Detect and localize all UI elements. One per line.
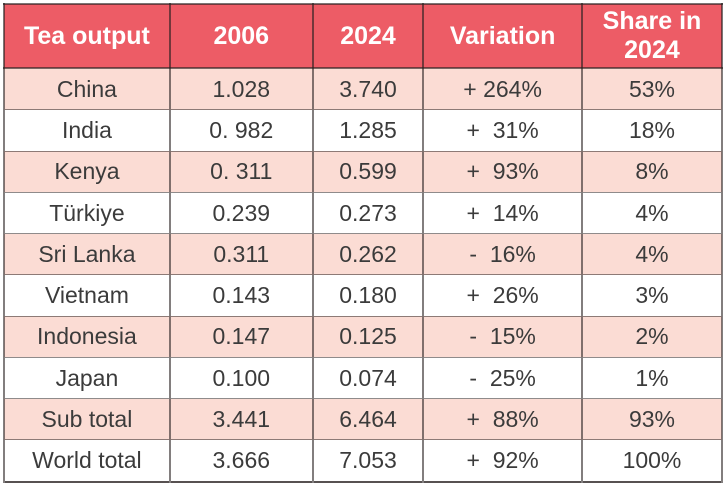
value-2024-cell: 7.053	[311, 439, 425, 483]
table-row: Indonesia 0.147 0.125 - 15% 2%	[3, 315, 724, 358]
value-2024-cell: 0.273	[311, 191, 425, 235]
column-header-variation: Variation	[422, 3, 583, 69]
table-row: Sub total 3.441 6.464 + 88% 93%	[3, 398, 724, 441]
table-row: World total 3.666 7.053 + 92% 100%	[3, 439, 724, 483]
share-2024-cell: 53%	[580, 67, 724, 111]
value-2006-cell: 0.147	[168, 315, 314, 358]
table-row: Türkiye 0.239 0.273 + 14% 4%	[3, 191, 724, 235]
country-cell: World total	[3, 439, 171, 483]
value-2006-cell: 0.100	[168, 356, 314, 400]
country-cell: Kenya	[3, 150, 171, 193]
table-row: India 0. 982 1.285 + 31% 18%	[3, 109, 724, 152]
country-cell: China	[3, 67, 171, 111]
header-row: Tea output 2006 2024 Variation Share in …	[3, 3, 724, 69]
value-2024-cell: 0.074	[311, 356, 425, 400]
value-2024-cell: 0.125	[311, 315, 425, 358]
value-2024-cell: 6.464	[311, 398, 425, 441]
country-cell: Türkiye	[3, 191, 171, 235]
variation-cell: + 31%	[422, 109, 583, 152]
column-header-share-in-2024: Share in 2024	[580, 3, 724, 69]
value-2006-cell: 0. 982	[168, 109, 314, 152]
share-2024-cell: 100%	[580, 439, 724, 483]
table-row: China 1.028 3.740 + 264% 53%	[3, 67, 724, 111]
variation-cell: - 25%	[422, 356, 583, 400]
value-2006-cell: 3.441	[168, 398, 314, 441]
value-2024-cell: 0.262	[311, 233, 425, 276]
variation-cell: + 92%	[422, 439, 583, 483]
share-2024-cell: 4%	[580, 233, 724, 276]
table-row: Japan 0.100 0.074 - 25% 1%	[3, 356, 724, 400]
table-row: Sri Lanka 0.311 0.262 - 16% 4%	[3, 233, 724, 276]
country-cell: Indonesia	[3, 315, 171, 358]
value-2006-cell: 0. 311	[168, 150, 314, 193]
value-2006-cell: 0.143	[168, 274, 314, 317]
value-2006-cell: 0.311	[168, 233, 314, 276]
value-2006-cell: 0.239	[168, 191, 314, 235]
country-cell: Sri Lanka	[3, 233, 171, 276]
variation-cell: - 16%	[422, 233, 583, 276]
country-cell: Vietnam	[3, 274, 171, 317]
column-header-2024: 2024	[311, 3, 425, 69]
value-2024-cell: 0.180	[311, 274, 425, 317]
value-2006-cell: 1.028	[168, 67, 314, 111]
share-2024-cell: 18%	[580, 109, 724, 152]
column-header-2006: 2006	[168, 3, 314, 69]
value-2024-cell: 1.285	[311, 109, 425, 152]
value-2024-cell: 0.599	[311, 150, 425, 193]
share-2024-cell: 4%	[580, 191, 724, 235]
table-row: Kenya 0. 311 0.599 + 93% 8%	[3, 150, 724, 193]
share-2024-cell: 2%	[580, 315, 724, 358]
column-header-tea-output: Tea output	[3, 3, 171, 69]
value-2024-cell: 3.740	[311, 67, 425, 111]
share-2024-cell: 93%	[580, 398, 724, 441]
country-cell: Sub total	[3, 398, 171, 441]
share-2024-cell: 1%	[580, 356, 724, 400]
table-row: Vietnam 0.143 0.180 + 26% 3%	[3, 274, 724, 317]
variation-cell: + 93%	[422, 150, 583, 193]
value-2006-cell: 3.666	[168, 439, 314, 483]
variation-cell: + 14%	[422, 191, 583, 235]
tea-output-table: Tea output 2006 2024 Variation Share in …	[3, 3, 724, 483]
variation-cell: - 15%	[422, 315, 583, 358]
share-2024-cell: 3%	[580, 274, 724, 317]
variation-cell: + 264%	[422, 67, 583, 111]
share-2024-cell: 8%	[580, 150, 724, 193]
variation-cell: + 26%	[422, 274, 583, 317]
country-cell: India	[3, 109, 171, 152]
variation-cell: + 88%	[422, 398, 583, 441]
country-cell: Japan	[3, 356, 171, 400]
